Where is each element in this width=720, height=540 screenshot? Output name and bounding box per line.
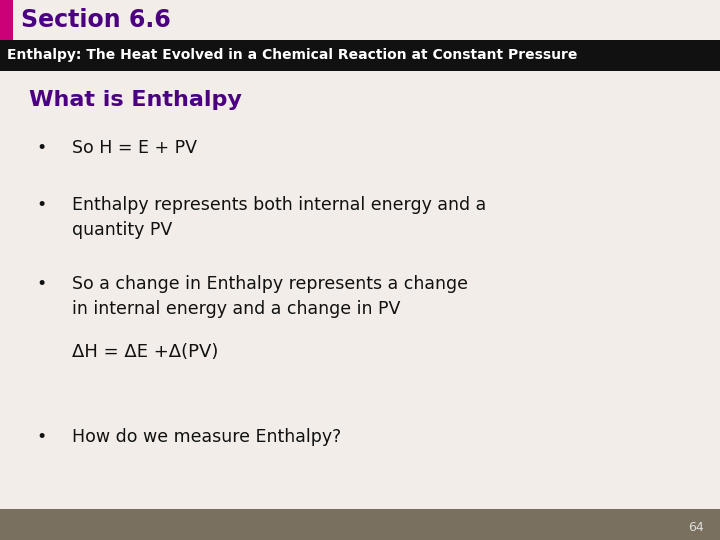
Text: ΔH = ΔE +Δ(PV): ΔH = ΔE +Δ(PV) [72,342,218,361]
Text: Enthalpy represents both internal energy and a
quantity PV: Enthalpy represents both internal energy… [72,195,486,239]
Text: So a change in Enthalpy represents a change
in internal energy and a change in P: So a change in Enthalpy represents a cha… [72,275,468,318]
Text: How do we measure Enthalpy?: How do we measure Enthalpy? [72,428,341,446]
Text: •: • [36,139,46,157]
Text: What is Enthalpy: What is Enthalpy [29,91,242,111]
Text: •: • [36,428,46,446]
Text: 64: 64 [688,521,704,534]
Text: Section 6.6: Section 6.6 [22,8,171,32]
Text: So H = E + PV: So H = E + PV [72,139,197,157]
Text: •: • [36,275,46,293]
Text: Enthalpy: The Heat Evolved in a Chemical Reaction at Constant Pressure: Enthalpy: The Heat Evolved in a Chemical… [7,49,577,62]
Text: •: • [36,195,46,214]
